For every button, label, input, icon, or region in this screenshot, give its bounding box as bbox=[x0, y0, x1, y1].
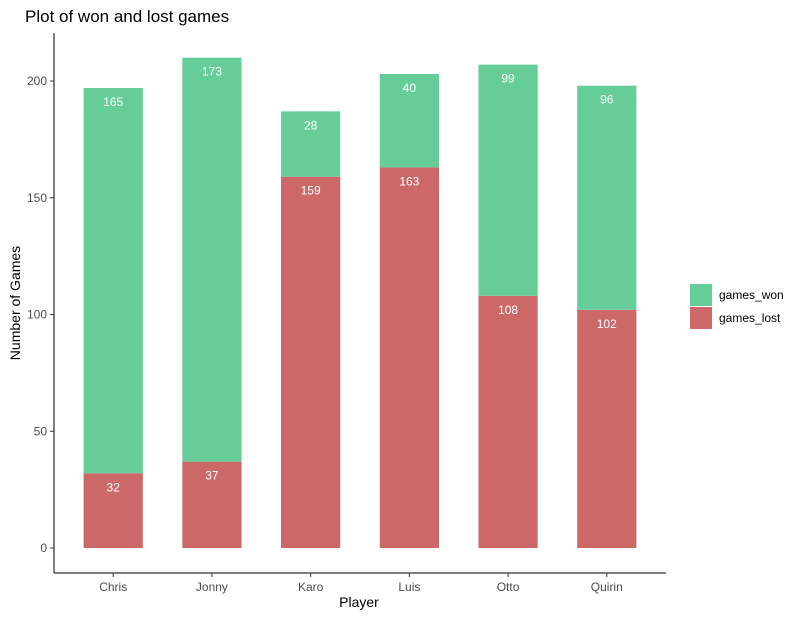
x-tick-label: Karo bbox=[298, 580, 324, 594]
bar-value-label: 40 bbox=[403, 81, 417, 95]
x-tick-label: Quirin bbox=[591, 580, 623, 594]
bar-games-won-chris bbox=[83, 88, 143, 474]
bar-games-lost-otto bbox=[478, 295, 538, 548]
bar-value-label: 173 bbox=[202, 65, 222, 79]
y-axis-title: Number of Games bbox=[7, 246, 23, 360]
legend-key-games-lost bbox=[690, 307, 712, 329]
y-tick-label: 100 bbox=[27, 308, 47, 322]
bar-value-label: 32 bbox=[107, 480, 121, 494]
bar-games-won-karo bbox=[281, 111, 341, 177]
y-tick-label: 200 bbox=[27, 74, 47, 88]
y-tick-label: 150 bbox=[27, 191, 47, 205]
bars-layer: 32 165 37 173 159 28 163 40 108 99 102 96 bbox=[83, 57, 637, 549]
bar-value-label: 99 bbox=[501, 72, 515, 86]
bar-value-label: 159 bbox=[301, 184, 321, 198]
x-tick-label: Otto bbox=[497, 580, 520, 594]
bar-games-lost-karo bbox=[281, 176, 341, 549]
bar-value-label: 108 bbox=[498, 303, 518, 317]
legend: games_won games_lost bbox=[690, 284, 784, 329]
legend-label-games-won: games_won bbox=[719, 288, 784, 302]
legend-key-games-won bbox=[690, 284, 712, 306]
bar-games-lost-chris bbox=[83, 473, 143, 548]
bar-value-label: 102 bbox=[597, 317, 617, 331]
bar-value-label: 163 bbox=[399, 174, 419, 188]
bar-games-lost-luis bbox=[379, 167, 439, 548]
bar-games-won-jonny bbox=[182, 57, 242, 462]
x-tick-label: Chris bbox=[99, 580, 127, 594]
chart-title: Plot of won and lost games bbox=[25, 7, 229, 26]
bar-games-lost-jonny bbox=[182, 461, 242, 548]
bar-value-label: 28 bbox=[304, 118, 318, 132]
legend-label-games-lost: games_lost bbox=[719, 311, 781, 325]
bar-value-label: 165 bbox=[103, 95, 123, 109]
y-tick-label: 0 bbox=[40, 541, 47, 555]
bar-games-lost-quirin bbox=[577, 309, 637, 548]
bar-games-won-otto bbox=[478, 64, 538, 296]
x-tick-label: Luis bbox=[398, 580, 420, 594]
bar-value-label: 37 bbox=[205, 469, 219, 483]
axes-layer: 0 50 100 150 200 Chris Jonny Karo Luis Otto Quirin bbox=[27, 33, 666, 594]
bar-games-won-quirin bbox=[577, 85, 637, 310]
x-tick-label: Jonny bbox=[196, 580, 228, 594]
y-tick-label: 50 bbox=[34, 424, 48, 438]
bar-games-won-luis bbox=[379, 73, 439, 168]
bar-value-label: 96 bbox=[600, 93, 614, 107]
x-axis-title: Player bbox=[339, 594, 379, 610]
